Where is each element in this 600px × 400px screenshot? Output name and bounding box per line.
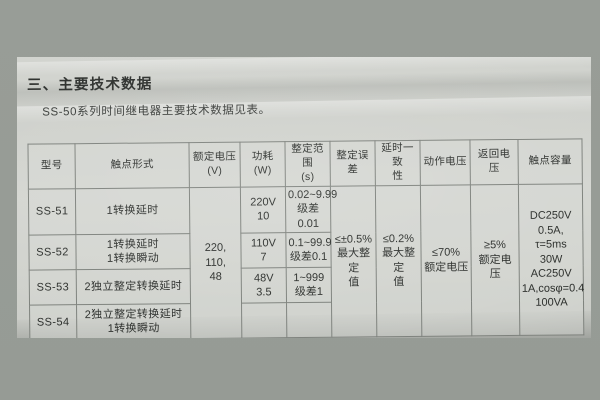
pickup-line-2: 额定电压	[424, 261, 469, 274]
header-line-1: 延时一致	[381, 141, 414, 169]
col-header-model: 型号	[27, 143, 76, 189]
col-header-delay-consistency: 延时一致 性	[374, 140, 421, 186]
col-header-setting-error: 整定误差	[329, 140, 376, 186]
capacity-line-3: 30W	[539, 253, 563, 266]
setting-error-line-1: ≤±0.5%	[334, 233, 373, 246]
cell-contact-form: 1转换延时	[75, 187, 190, 235]
dropout-line-1: ≥5%	[483, 239, 506, 252]
header-line-2: 性	[392, 169, 404, 182]
rated-voltage-line-3: 48	[209, 270, 222, 284]
col-header-rated-voltage: 额定电压 (V)	[188, 142, 241, 188]
section-heading: 三、主要技术数据	[26, 76, 153, 94]
page-content: 三、主要技术数据 SS-50系列时间继电器主要技术数据见表。 型号 触	[17, 57, 591, 338]
cell-contact-form: 2独立整定转换延时 1转换瞬动	[76, 303, 191, 338]
header-line-1: 额定电压	[192, 150, 237, 163]
section-subtitle: SS-50系列时间继电器主要技术数据见表。	[42, 104, 271, 119]
rated-voltage-line-2: 110,	[205, 256, 226, 269]
contact-form-line-2: 1转换瞬动	[107, 322, 160, 336]
consistency-line-3: 值	[393, 276, 405, 289]
power-line-1: 48V	[253, 271, 274, 285]
cell-setting-range: 1~999 级差1	[286, 267, 332, 303]
col-header-contact-capacity: 触点容量	[517, 138, 583, 185]
setting-range-line-2: 级差1	[294, 285, 324, 299]
header-line-2: (W)	[253, 164, 272, 177]
header-line-1: 触点形式	[110, 158, 154, 171]
setting-range-line-1: 0.02~9.99	[287, 188, 338, 201]
cell-dropout-voltage: ≥5% 额定电压	[470, 184, 520, 337]
consistency-line-2: 最大整定	[381, 247, 416, 274]
capacity-line-1: DC250V	[529, 209, 572, 222]
power-line-2: 7	[260, 251, 267, 264]
header-line-2: (s)	[301, 170, 315, 183]
contact-form-line-1: 1转换延时	[106, 204, 159, 217]
cell-pickup-voltage: ≤70% 额定电压	[420, 184, 472, 337]
col-header-contact-form: 触点形式	[74, 142, 190, 189]
cell-setting-error: ≤±0.5% 最大整定 值	[330, 185, 377, 338]
header-line-1: 返回电压	[477, 147, 511, 175]
power-line-1: 220V	[250, 196, 276, 209]
cell-delay-consistency: ≤0.2% 最大整定 值	[375, 184, 422, 337]
contact-form-line-2: 1转换瞬动	[106, 252, 160, 266]
header-line-1: 触点容量	[528, 154, 572, 167]
capacity-line-2: 0.5A, τ=5ms	[535, 224, 567, 251]
power-line-1: 110V	[250, 236, 276, 250]
table-row: SS-51 1转换延时 220, 110, 48 220V 10	[28, 183, 584, 338]
cell-model: SS-54	[29, 304, 77, 338]
cell-setting-range: 0.02~9.99 级差0.01	[285, 185, 337, 233]
technical-data-table: 型号 触点形式 额定电压 (V) 功耗 (W)	[27, 138, 584, 338]
cell-setting-range: 0.1~99.9 级差0.1	[285, 232, 332, 268]
cell-power-empty	[241, 302, 287, 338]
cell-rated-voltage: 220, 110, 48	[189, 186, 242, 338]
cell-contact-form: 1转换延时 1转换瞬动	[75, 233, 191, 270]
setting-error-line-2: 最大整定	[336, 247, 371, 275]
header-line-1: 功耗	[251, 150, 274, 163]
col-header-pickup-voltage: 动作电压	[419, 139, 471, 185]
pickup-line-1: ≤70%	[431, 246, 461, 260]
cell-power: 220V 10	[240, 186, 286, 234]
cell-power: 48V 3.5	[241, 267, 287, 304]
contact-form-line-1: 2独立整定转换延时	[84, 307, 183, 321]
power-line-2: 3.5	[256, 286, 272, 299]
rated-voltage-line-1: 220,	[204, 241, 227, 255]
setting-error-line-3: 值	[348, 276, 360, 289]
col-header-dropout-voltage: 返回电压	[469, 139, 519, 185]
col-header-setting-range: 整定范围 (s)	[284, 141, 331, 187]
header-line-1: 整定误差	[336, 149, 369, 176]
capacity-line-4: AC250V	[530, 267, 572, 280]
cell-contact-form: 2独立整定转换延时	[76, 268, 191, 305]
setting-range-line-1: 1~999	[293, 271, 325, 284]
cell-model: SS-51	[28, 188, 76, 236]
consistency-line-1: ≤0.2%	[382, 232, 415, 246]
capacity-line-6: 100VA	[535, 296, 568, 309]
header-line-1: 整定范围	[291, 142, 324, 169]
contact-form-line-1: 2独立整定转换延时	[84, 280, 183, 293]
col-header-power: 功耗 (W)	[239, 141, 286, 187]
cell-power: 110V 7	[240, 232, 287, 269]
cell-setting-range-empty	[286, 302, 332, 338]
setting-range-line-1: 0.1~99.9	[288, 236, 332, 249]
header-line-1: 型号	[40, 159, 63, 172]
setting-range-line-2: 级差0.1	[289, 250, 328, 264]
cell-contact-capacity: DC250V 0.5A, τ=5ms 30W AC250V 1A,cosφ=0.…	[518, 183, 585, 336]
cell-model: SS-52	[28, 234, 77, 271]
table-header-row: 型号 触点形式 额定电压 (V) 功耗 (W)	[27, 138, 583, 189]
setting-range-line-2: 级差0.01	[297, 202, 320, 230]
cell-model: SS-53	[29, 269, 77, 306]
scanned-page: 三、主要技术数据 SS-50系列时间继电器主要技术数据见表。 型号 触	[17, 57, 591, 338]
capacity-line-5: 1A,cosφ=0.4	[521, 281, 585, 295]
header-line-1: 动作电压	[423, 155, 467, 168]
header-line-2: (V)	[207, 164, 223, 177]
contact-form-line-1: 1转换延时	[106, 238, 160, 251]
power-line-2: 10	[257, 210, 270, 223]
dropout-line-2: 额定电压	[478, 253, 512, 281]
